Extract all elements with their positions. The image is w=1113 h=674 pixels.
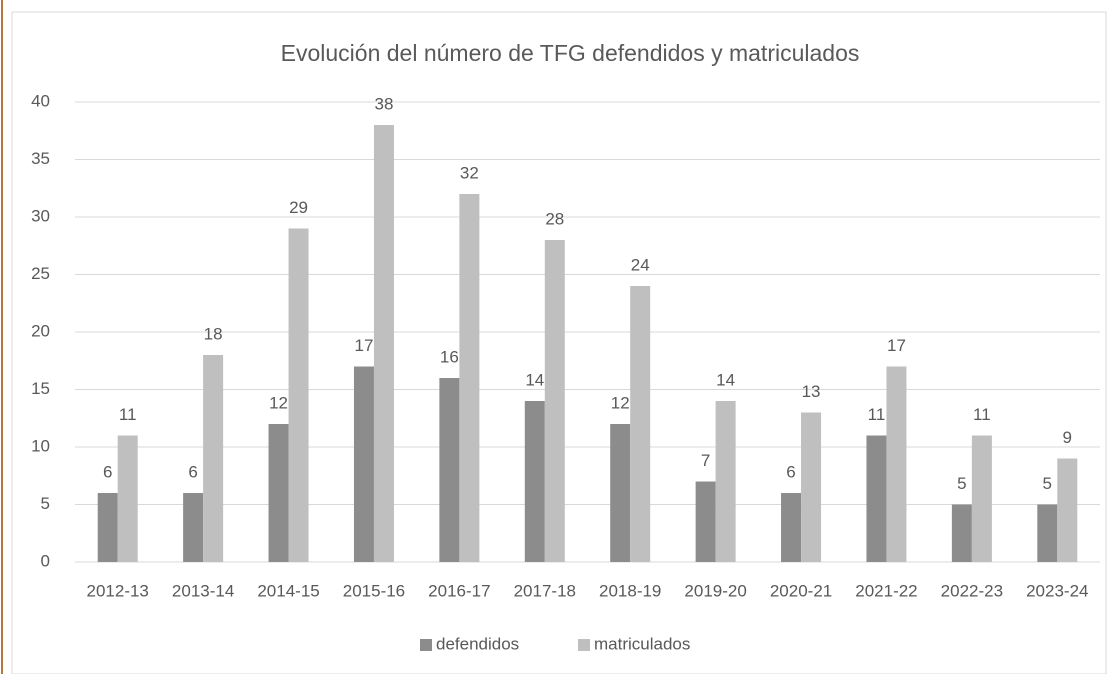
bar xyxy=(268,424,289,562)
bar xyxy=(183,493,204,562)
data-label: 14 xyxy=(525,370,544,389)
data-label: 11 xyxy=(973,405,991,424)
data-label: 12 xyxy=(269,393,288,412)
y-tick-label: 15 xyxy=(31,379,50,398)
y-tick-label: 20 xyxy=(31,321,50,340)
legend-label: matriculados xyxy=(594,634,690,653)
data-label: 28 xyxy=(545,209,564,228)
x-tick-label: 2012-13 xyxy=(87,581,149,600)
data-label: 6 xyxy=(188,462,197,481)
bar xyxy=(1057,458,1078,562)
bar xyxy=(801,412,822,562)
y-tick-label: 0 xyxy=(41,551,50,570)
x-tick-label: 2013-14 xyxy=(172,581,234,600)
data-label: 12 xyxy=(611,393,630,412)
data-label: 9 xyxy=(1063,428,1072,447)
bar xyxy=(117,435,138,562)
bar xyxy=(715,401,736,562)
data-label: 5 xyxy=(957,474,966,493)
bar xyxy=(610,424,631,562)
chart-border xyxy=(11,11,1107,674)
data-label: 11 xyxy=(119,405,137,424)
y-tick-label: 25 xyxy=(31,264,50,283)
y-tick-label: 40 xyxy=(31,91,50,110)
chart-title: Evolución del número de TFG defendidos y… xyxy=(281,40,860,66)
y-tick-label: 30 xyxy=(31,206,50,225)
x-tick-label: 2015-16 xyxy=(343,581,405,600)
bar xyxy=(866,435,887,562)
bar xyxy=(373,125,394,562)
y-tick-label: 5 xyxy=(41,494,50,513)
x-tick-label: 2016-17 xyxy=(428,581,490,600)
bar xyxy=(781,493,802,562)
bar xyxy=(203,355,224,562)
bar xyxy=(695,481,716,562)
bar xyxy=(951,504,972,562)
x-tick-label: 2020-21 xyxy=(770,581,832,600)
data-label: 5 xyxy=(1043,474,1052,493)
x-tick-label: 2014-15 xyxy=(257,581,319,600)
bar xyxy=(97,493,118,562)
data-label: 7 xyxy=(701,451,710,470)
data-label: 38 xyxy=(374,94,393,113)
bar xyxy=(439,378,460,562)
bar xyxy=(524,401,545,562)
x-tick-label: 2022-23 xyxy=(941,581,1003,600)
data-label: 13 xyxy=(802,382,821,401)
legend-swatch xyxy=(578,639,590,651)
data-label: 17 xyxy=(354,336,373,355)
x-tick-label: 2023-24 xyxy=(1026,581,1088,600)
data-label: 14 xyxy=(716,370,735,389)
bar xyxy=(288,228,309,562)
legend-label: defendidos xyxy=(436,634,519,653)
x-tick-label: 2021-22 xyxy=(855,581,917,600)
data-label: 17 xyxy=(887,336,906,355)
bar xyxy=(886,366,907,562)
x-tick-label: 2019-20 xyxy=(684,581,746,600)
legend-swatch xyxy=(420,639,432,651)
bar xyxy=(544,240,565,562)
data-label: 6 xyxy=(786,462,795,481)
y-tick-label: 35 xyxy=(31,149,50,168)
data-label: 24 xyxy=(631,255,650,274)
x-tick-label: 2017-18 xyxy=(514,581,576,600)
x-tick-label: 2018-19 xyxy=(599,581,661,600)
bar xyxy=(353,366,374,562)
y-tick-label: 10 xyxy=(31,436,50,455)
bar xyxy=(630,286,651,562)
bar xyxy=(459,194,480,562)
bar xyxy=(1037,504,1058,562)
bar xyxy=(971,435,992,562)
data-label: 6 xyxy=(103,462,112,481)
data-label: 29 xyxy=(289,198,308,217)
data-label: 11 xyxy=(868,405,886,424)
data-label: 32 xyxy=(460,163,479,182)
data-label: 16 xyxy=(440,347,459,366)
data-label: 18 xyxy=(204,324,223,343)
